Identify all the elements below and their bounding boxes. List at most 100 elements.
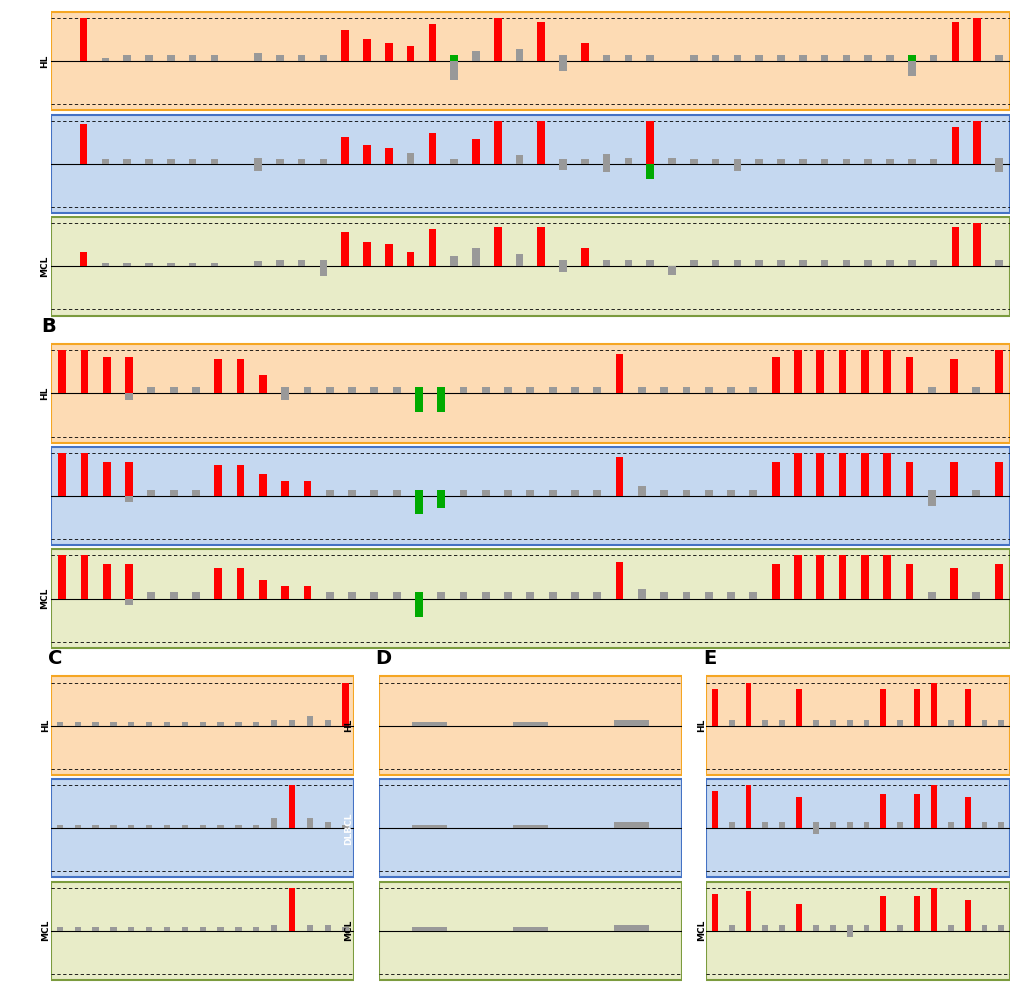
Bar — [276, 159, 283, 164]
Text: MCL: MCL — [40, 256, 49, 277]
Bar — [407, 153, 414, 164]
Bar — [842, 159, 850, 164]
Bar — [288, 888, 294, 930]
Bar — [148, 490, 155, 496]
Bar — [593, 387, 600, 394]
Bar — [307, 716, 313, 726]
Bar — [236, 465, 245, 496]
Bar — [761, 822, 767, 828]
Bar — [513, 722, 547, 726]
Bar — [879, 688, 886, 726]
Bar — [363, 242, 371, 266]
Bar — [882, 453, 891, 496]
Bar — [558, 266, 567, 273]
Bar — [200, 824, 206, 828]
Bar — [897, 719, 902, 726]
Bar — [74, 928, 81, 930]
Bar — [761, 925, 767, 930]
Bar — [659, 592, 667, 598]
Bar — [347, 490, 356, 496]
Bar — [995, 260, 1002, 266]
Bar — [79, 252, 88, 266]
Bar — [217, 824, 223, 828]
Bar — [200, 722, 206, 726]
Bar — [728, 925, 734, 930]
Text: HL: HL — [696, 719, 705, 732]
Bar — [58, 453, 66, 496]
Bar — [897, 925, 902, 930]
Bar — [192, 490, 200, 496]
Bar — [971, 592, 979, 598]
Bar — [711, 260, 718, 266]
Bar — [624, 55, 632, 62]
Text: DLBCL: DLBCL — [343, 812, 353, 844]
Bar — [493, 227, 501, 266]
Bar — [325, 592, 333, 598]
Bar — [324, 822, 330, 828]
Bar — [682, 490, 690, 496]
Bar — [415, 394, 423, 412]
Bar — [798, 159, 806, 164]
Bar — [796, 688, 801, 726]
Bar — [776, 260, 784, 266]
Bar — [930, 888, 936, 930]
Bar — [259, 375, 267, 394]
Bar — [815, 350, 823, 394]
Bar — [51, 12, 1009, 110]
Bar — [384, 148, 392, 164]
Bar — [689, 159, 697, 164]
Text: C: C — [48, 650, 62, 669]
Text: MCL: MCL — [343, 921, 353, 941]
Bar — [51, 550, 1009, 648]
Bar — [169, 592, 177, 598]
Bar — [235, 722, 242, 726]
Bar — [125, 356, 132, 394]
Bar — [706, 677, 1009, 775]
Bar — [733, 55, 741, 62]
Bar — [928, 55, 936, 62]
Bar — [281, 586, 288, 598]
Bar — [304, 387, 311, 394]
Bar — [905, 356, 912, 394]
Bar — [51, 882, 354, 980]
Bar — [771, 461, 779, 496]
Bar — [950, 461, 957, 496]
Bar — [164, 824, 170, 828]
Bar — [971, 490, 979, 496]
Bar — [815, 556, 823, 598]
Bar — [964, 798, 970, 828]
Bar — [907, 260, 915, 266]
Bar — [745, 786, 751, 828]
Bar — [93, 928, 99, 930]
Bar — [755, 260, 762, 266]
Text: B: B — [42, 317, 56, 336]
Bar — [189, 159, 197, 164]
Bar — [646, 260, 653, 266]
Bar — [829, 822, 835, 828]
Bar — [798, 260, 806, 266]
Bar — [449, 159, 458, 164]
Bar — [210, 263, 218, 266]
Bar — [980, 822, 986, 828]
Bar — [74, 722, 81, 726]
Bar — [145, 263, 153, 266]
Bar — [103, 564, 110, 598]
Bar — [971, 387, 979, 394]
Bar — [145, 55, 153, 62]
Bar — [704, 490, 712, 496]
Bar — [812, 822, 818, 828]
Bar — [749, 490, 756, 496]
Bar — [950, 567, 957, 598]
Bar — [637, 588, 645, 598]
Bar — [236, 359, 245, 394]
Bar — [728, 719, 734, 726]
Bar — [214, 359, 222, 394]
Bar — [123, 159, 131, 164]
Text: DLBCL: DLBCL — [40, 480, 49, 512]
Text: DLBCL: DLBCL — [40, 148, 49, 180]
Bar — [145, 159, 153, 164]
Bar — [624, 158, 632, 164]
Bar — [210, 159, 218, 164]
Bar — [235, 928, 242, 930]
Bar — [181, 928, 187, 930]
